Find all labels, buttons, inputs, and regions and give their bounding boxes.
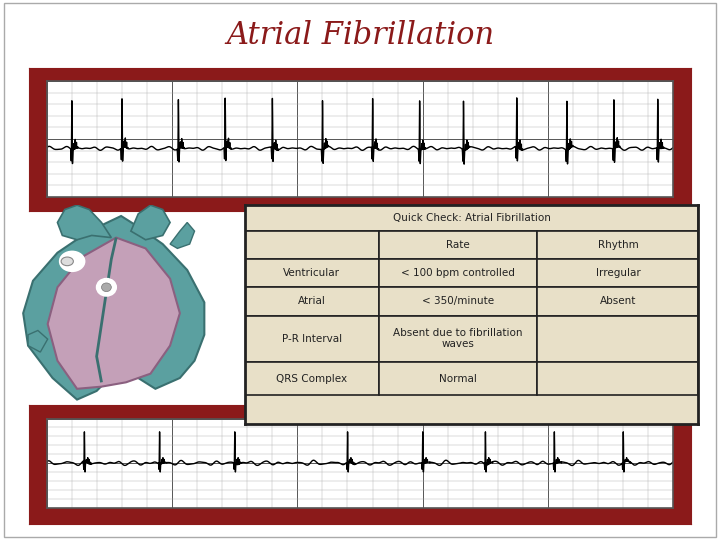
Polygon shape <box>170 222 194 248</box>
Text: Absent due to fibrillation
waves: Absent due to fibrillation waves <box>393 328 523 349</box>
Bar <box>379 316 537 362</box>
Text: Atrial: Atrial <box>298 296 325 306</box>
Bar <box>245 316 379 362</box>
Bar <box>537 287 698 316</box>
Text: Ventricular: Ventricular <box>283 268 341 278</box>
Text: < 100 bpm controlled: < 100 bpm controlled <box>401 268 515 278</box>
Circle shape <box>102 283 112 292</box>
Text: Atrial Fibrillation: Atrial Fibrillation <box>226 20 494 51</box>
Bar <box>245 362 379 395</box>
Text: Irregular: Irregular <box>595 268 640 278</box>
Text: < 350/minute: < 350/minute <box>422 296 494 306</box>
Bar <box>537 259 698 287</box>
Bar <box>379 287 537 316</box>
Bar <box>379 362 537 395</box>
Bar <box>245 232 379 259</box>
Bar <box>537 362 698 395</box>
Circle shape <box>96 279 116 296</box>
Polygon shape <box>48 238 180 389</box>
Bar <box>537 232 698 259</box>
Bar <box>379 259 537 287</box>
Polygon shape <box>131 205 170 240</box>
Polygon shape <box>28 330 48 352</box>
Bar <box>379 232 537 259</box>
Polygon shape <box>58 205 112 240</box>
Text: Absent: Absent <box>600 296 636 306</box>
Ellipse shape <box>61 257 73 266</box>
Text: Rhythm: Rhythm <box>598 240 638 250</box>
Bar <box>537 316 698 362</box>
Ellipse shape <box>60 252 84 271</box>
Text: Rate: Rate <box>446 240 470 250</box>
Bar <box>245 287 379 316</box>
Text: QRS Complex: QRS Complex <box>276 374 347 383</box>
Polygon shape <box>23 216 204 400</box>
Text: P-R Interval: P-R Interval <box>282 334 342 343</box>
Text: Normal: Normal <box>439 374 477 383</box>
Bar <box>245 205 698 232</box>
Bar <box>245 259 379 287</box>
Text: Quick Check: Atrial Fibrillation: Quick Check: Atrial Fibrillation <box>392 213 551 224</box>
